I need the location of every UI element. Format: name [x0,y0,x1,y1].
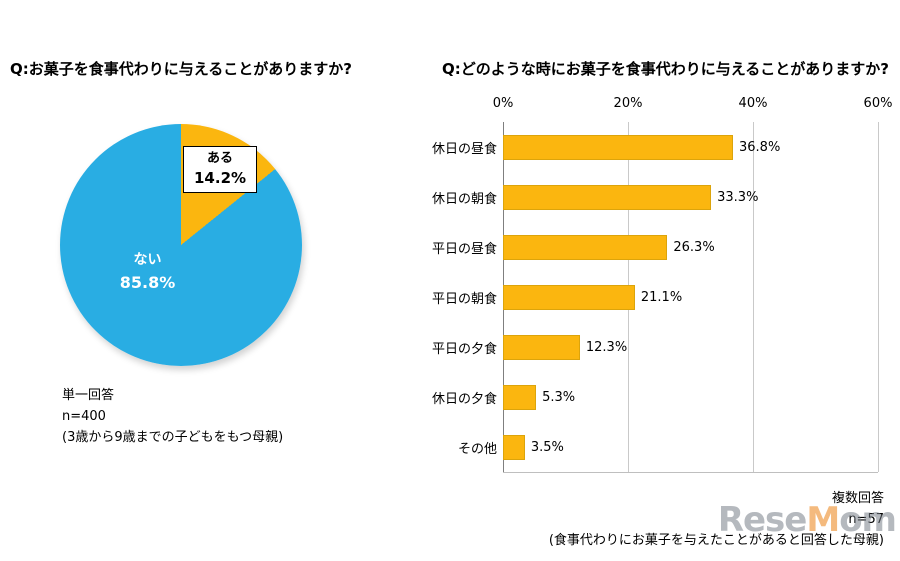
watermark-text-m: M [806,500,840,540]
bar-chart-title: Q:どのような時にお菓子を食事代わりに与えることがありますか? [442,60,890,78]
x-axis-tick-label: 40% [738,96,768,111]
pie-chart-title: Q:お菓子を食事代わりに与えることがありますか? [10,60,353,78]
bar-chart-rows: 36.8% 33.3% 26.3% 21.1% 12.3% 5.3% 3.5% [503,122,878,472]
bar-row: 3.5% [503,422,878,472]
bar-category-label: その他 [457,441,497,457]
footnote-line-sample-size: n=400 [62,408,106,424]
footnote-line-population: (3歳から9歳までの子どもをもつ母親) [62,429,284,445]
bar-category-label: 休日の昼食 [431,141,497,157]
bar-category-label: 平日の夕食 [431,341,497,357]
bar-row: 36.8% [503,122,878,172]
footnote-line-answer-type: 単一回答 [62,388,115,403]
watermark-text-om: om [839,500,897,540]
bar-chart-category-axis: 休日の昼食休日の朝食平日の昼食平日の朝食平日の夕食休日の夕食その他 [388,122,497,472]
pie-chart [60,124,302,366]
pie-slice-callout-nai: ない 85.8% [90,250,205,295]
footnote-line-population: (食事代わりにお菓子を与えたことがあると回答した母親) [548,532,884,548]
bar-value-label: 5.3% [542,389,576,405]
bar [503,234,668,260]
gridline [753,122,754,472]
pie-slice-nai-label: ない [133,252,162,268]
bar-row: 21.1% [503,272,878,322]
bar-category-label: 休日の夕食 [431,391,497,407]
footnote-line-answer-type: 複数回答 [831,491,884,506]
bar-value-label: 33.3% [717,189,759,205]
bar-value-label: 3.5% [530,439,564,455]
bar [503,434,525,460]
bar [503,184,712,210]
bar [503,134,733,160]
bar-category-label: 休日の朝食 [431,191,497,207]
bar-value-label: 21.1% [640,289,683,305]
bar-value-label: 26.3% [673,239,715,255]
footnote-line-sample-size: n=57 [848,511,884,527]
bar [503,384,537,410]
bar-value-label: 12.3% [585,339,628,355]
bar-category-label: 平日の朝食 [431,291,497,307]
pie-slice-aru-value: 14.2% [194,169,247,188]
bar-chart-footnote: 複数回答 n=57 (食事代わりにお菓子を与えたことがあると回答した母親) [549,489,884,551]
pie-slice-callout-aru: ある 14.2% [183,146,258,194]
bar-chart-plot: 36.8% 33.3% 26.3% 21.1% 12.3% 5.3% 3.5% [503,122,879,473]
resemom-watermark-logo: ReseMom [717,500,897,540]
watermark-text-rese: Rese [717,500,808,540]
pie-chart-footnote: 単一回答 n=400 (3歳から9歳までの子どもをもつ母親) [62,386,283,448]
bar [503,334,580,360]
pie-slice-aru-label: ある [207,151,234,166]
x-axis-tick-label: 0% [492,96,514,111]
bar-value-label: 36.8% [739,139,781,155]
x-axis-tick-label: 20% [613,96,643,111]
bar-row: 26.3% [503,222,878,272]
pie-slice-nai-value: 85.8% [119,273,176,292]
bar-row: 33.3% [503,172,878,222]
bar-row: 12.3% [503,322,878,372]
bar-chart-x-axis: 0% 20% 40% 60% [493,96,893,112]
x-axis-tick-label: 60% [863,96,893,111]
bar-category-label: 平日の昼食 [431,241,497,257]
gridline [878,122,879,472]
bar-row: 5.3% [503,372,878,422]
bar [503,284,635,310]
